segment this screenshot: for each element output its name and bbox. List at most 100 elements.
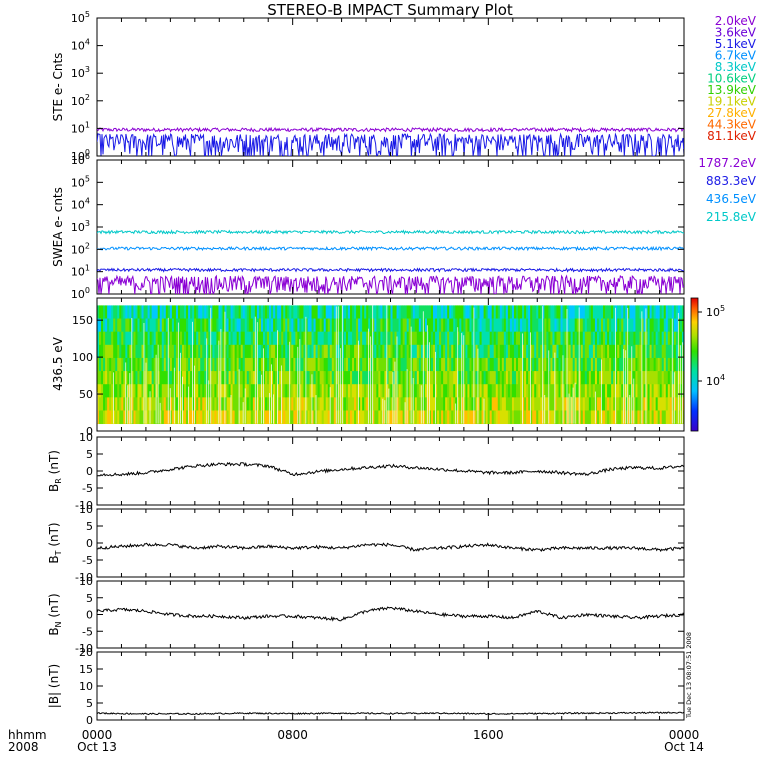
heatmap-cell [137, 344, 140, 359]
heatmap-cell [117, 305, 120, 319]
ytick-label: 0 [86, 537, 93, 550]
heatmap-cell [426, 318, 430, 333]
heatmap-cell [611, 397, 614, 411]
heatmap-cell [125, 384, 128, 398]
heatmap-cell [623, 371, 626, 385]
heatmap-cell [412, 318, 416, 333]
heatmap-cell [461, 397, 464, 411]
heatmap-cell [576, 397, 580, 411]
heatmap-cell [495, 305, 499, 319]
colorbar [690, 297, 699, 432]
heatmap-cell [214, 397, 217, 411]
heatmap-cell [141, 371, 144, 385]
heatmap-cell [97, 305, 100, 319]
heatmap-cell [594, 410, 598, 425]
heatmap-cell [574, 410, 578, 425]
heatmap-cell [516, 384, 519, 398]
heatmap-cell [635, 384, 638, 398]
heatmap-cell [222, 384, 225, 398]
heatmap-cell [627, 331, 630, 346]
heatmap-cell [188, 331, 191, 346]
heatmap-cell [254, 357, 258, 372]
heatmap-cell [451, 397, 454, 411]
heatmap-cell [536, 318, 539, 333]
heatmap-cell [337, 371, 341, 385]
heatmap-cell [248, 371, 252, 385]
heatmap-cell [661, 331, 665, 346]
heatmap-cell [99, 344, 102, 359]
heatmap-cell [256, 397, 260, 411]
heatmap-cell [453, 305, 456, 319]
heatmap-cell [208, 371, 211, 385]
heatmap-cell [242, 305, 246, 319]
heatmap-cell [329, 371, 333, 385]
heatmap-cell [214, 318, 217, 333]
heatmap-cell [277, 397, 280, 411]
heatmap-cell [109, 305, 112, 319]
heatmap-cell [505, 331, 509, 346]
heatmap-cell [109, 397, 112, 411]
heatmap-cell [244, 344, 248, 359]
heatmap-cell [293, 384, 296, 398]
heatmap-cell [125, 357, 128, 372]
heatmap-gap [455, 403, 457, 424]
heatmap-cell [388, 331, 391, 346]
heatmap-cell [262, 305, 266, 319]
heatmap-cell [352, 371, 355, 385]
heatmap-cell [641, 384, 644, 398]
heatmap-cell [218, 344, 221, 359]
heatmap-cell [586, 331, 590, 346]
heatmap-cell [212, 318, 215, 333]
heatmap-cell [635, 410, 638, 425]
heatmap-cell [643, 305, 646, 319]
heatmap-cell [222, 397, 225, 411]
heatmap-cell [155, 305, 159, 319]
heatmap-cell [350, 384, 353, 398]
ytick-label: -5 [82, 554, 93, 567]
heatmap-cell [428, 384, 432, 398]
heatmap-cell [461, 371, 464, 385]
heatmap-cell [582, 371, 586, 385]
heatmap-cell [408, 397, 412, 411]
heatmap-cell [653, 331, 657, 346]
heatmap-cell [307, 305, 310, 319]
heatmap-cell [167, 318, 171, 333]
heatmap-cell [621, 318, 624, 333]
heatmap-cell [303, 410, 306, 425]
heatmap-cell [317, 371, 321, 385]
ytick-label: 103 [71, 65, 90, 80]
heatmap-cell [584, 397, 588, 411]
heatmap-cell [388, 344, 391, 359]
heatmap-cell [105, 305, 108, 319]
heatmap-cell [617, 397, 620, 411]
heatmap-cell [303, 318, 306, 333]
heatmap-cell [137, 318, 140, 333]
heatmap-cell [538, 371, 541, 385]
heatmap-cell [240, 371, 244, 385]
heatmap-cell [578, 384, 582, 398]
heatmap-cell [416, 357, 420, 372]
heatmap-cell [613, 305, 616, 319]
heatmap-cell [341, 384, 345, 398]
heatmap-cell [629, 397, 632, 411]
heatmap-cell [451, 318, 454, 333]
heatmap-cell [681, 371, 684, 385]
heatmap-cell [532, 305, 535, 319]
heatmap-cell [368, 397, 371, 411]
heatmap-cell [269, 318, 272, 333]
heatmap-cell [463, 384, 466, 398]
heatmap-cell [392, 305, 395, 319]
heatmap-cell [238, 384, 242, 398]
heatmap-cell [115, 344, 118, 359]
heatmap-cell [171, 384, 175, 398]
heatmap-cell [147, 331, 151, 346]
heatmap-cell [410, 305, 414, 319]
heatmap-cell [400, 318, 404, 333]
heatmap-cell [651, 384, 655, 398]
heatmap-cell [548, 371, 551, 385]
heatmap-cell [414, 357, 418, 372]
heatmap-cell [190, 318, 193, 333]
heatmap-cell [493, 357, 497, 372]
heatmap-cell [350, 318, 353, 333]
